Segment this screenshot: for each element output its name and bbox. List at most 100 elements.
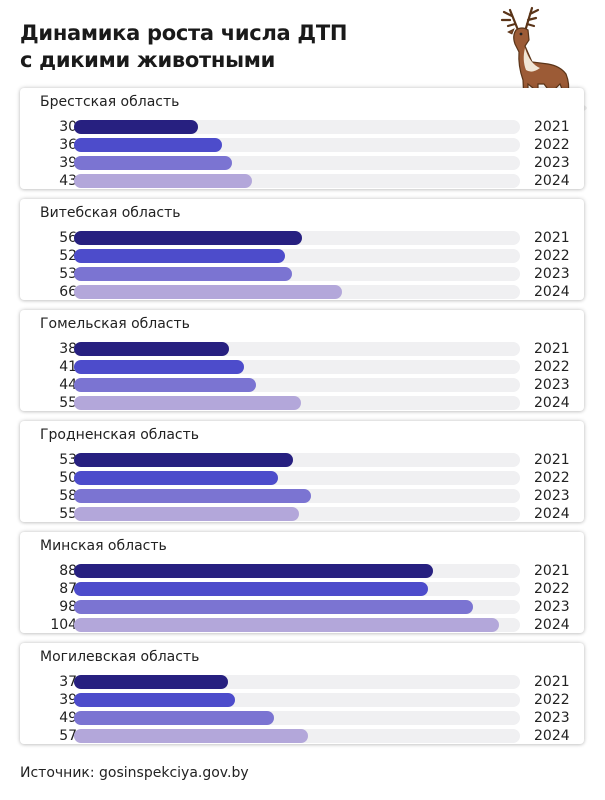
bar (74, 120, 198, 134)
region-panel: Минская область 886 2021 874 2022 984 2023 1047… (20, 532, 584, 633)
year-label: 2023 (534, 488, 570, 504)
bar-row: 448 2023 (20, 376, 584, 394)
bar (74, 249, 285, 263)
bar (74, 342, 229, 356)
region-name: Гомельская область (40, 316, 190, 332)
chart-title: Динамика роста числа ДТП с дикими животн… (20, 20, 347, 74)
bar (74, 396, 301, 410)
bar (74, 564, 434, 578)
year-label: 2023 (534, 266, 570, 282)
bar-track (74, 453, 520, 467)
bar-track (74, 582, 520, 596)
bar-row: 494 2023 (20, 709, 584, 727)
bar-track (74, 396, 520, 410)
bar-row: 585 2023 (20, 487, 584, 505)
bar (74, 285, 342, 299)
bar (74, 507, 299, 521)
bar (74, 267, 293, 281)
bar-row: 366 2022 (20, 136, 584, 154)
bar (74, 231, 302, 245)
bar (74, 453, 293, 467)
region-name: Витебская область (40, 205, 181, 221)
bar-row: 984 2023 (20, 598, 584, 616)
region-name: Гродненская область (40, 427, 200, 443)
bar-track (74, 729, 520, 743)
bar-row: 538 2023 (20, 265, 584, 283)
bar (74, 693, 235, 707)
chart-title-line-2: с дикими животными (20, 48, 276, 72)
year-label: 2022 (534, 359, 570, 375)
bar (74, 711, 275, 725)
year-label: 2022 (534, 470, 570, 486)
bar-track (74, 675, 520, 689)
year-label: 2024 (534, 617, 570, 633)
bar (74, 138, 223, 152)
bar-row: 1047 2024 (20, 616, 584, 634)
region-panel: Гродненская область 539 2021 504 2022 585 2023… (20, 421, 584, 522)
bar-track (74, 120, 520, 134)
bar (74, 618, 499, 632)
bar (74, 675, 228, 689)
bar (74, 729, 308, 743)
bar-track (74, 711, 520, 725)
bar-row: 390 2023 (20, 154, 584, 172)
year-label: 2022 (534, 692, 570, 708)
bar-track (74, 174, 520, 188)
bar-track (74, 156, 520, 170)
bar (74, 471, 279, 485)
bar-row: 379 2021 (20, 673, 584, 691)
bar-row: 576 2024 (20, 727, 584, 745)
bar-row: 438 2024 (20, 172, 584, 190)
bar-track (74, 564, 520, 578)
bar-row: 539 2021 (20, 451, 584, 469)
region-name: Могилевская область (40, 649, 200, 665)
bar-track (74, 285, 520, 299)
bar-track (74, 231, 520, 245)
bar (74, 360, 244, 374)
bar-track (74, 489, 520, 503)
bar-track (74, 378, 520, 392)
chart-title-line-1: Динамика роста числа ДТП (20, 21, 348, 45)
bar-track (74, 600, 520, 614)
year-label: 2023 (534, 155, 570, 171)
bar-track (74, 360, 520, 374)
region-panel: Могилевская область 379 2021 397 2022 494 2023… (20, 643, 584, 744)
bar-row: 559 2024 (20, 394, 584, 412)
bar (74, 600, 473, 614)
year-label: 2023 (534, 377, 570, 393)
bar-row: 874 2022 (20, 580, 584, 598)
bar-row: 382 2021 (20, 340, 584, 358)
bar-row: 305 2021 (20, 118, 584, 136)
year-label: 2021 (534, 230, 570, 246)
bar (74, 156, 233, 170)
year-label: 2021 (534, 452, 570, 468)
bar-row: 419 2022 (20, 358, 584, 376)
bar (74, 582, 429, 596)
bar-row: 661 2024 (20, 283, 584, 301)
year-label: 2024 (534, 728, 570, 744)
year-label: 2021 (534, 341, 570, 357)
year-label: 2022 (534, 137, 570, 153)
region-name: Брестская область (40, 94, 180, 110)
region-panel: Гомельская область 382 2021 419 2022 448 2023 5… (20, 310, 584, 411)
bar-row: 562 2021 (20, 229, 584, 247)
bar-track (74, 471, 520, 485)
bar-track (74, 249, 520, 263)
bar-track (74, 138, 520, 152)
year-label: 2024 (534, 284, 570, 300)
bar-track (74, 618, 520, 632)
year-label: 2024 (534, 395, 570, 411)
year-label: 2024 (534, 173, 570, 189)
region-panel: Брестская область 305 2021 366 2022 390 2023 43… (20, 88, 584, 189)
bar-row: 554 2024 (20, 505, 584, 523)
year-label: 2023 (534, 599, 570, 615)
year-label: 2021 (534, 119, 570, 135)
bar (74, 489, 312, 503)
region-panel: Витебская область 562 2021 520 2022 538 2023 66… (20, 199, 584, 300)
year-label: 2024 (534, 506, 570, 522)
bar-track (74, 342, 520, 356)
source-note: Источник: gosinspekciya.gov.by (20, 765, 249, 781)
bar-track (74, 693, 520, 707)
bar-track (74, 507, 520, 521)
bar (74, 378, 256, 392)
